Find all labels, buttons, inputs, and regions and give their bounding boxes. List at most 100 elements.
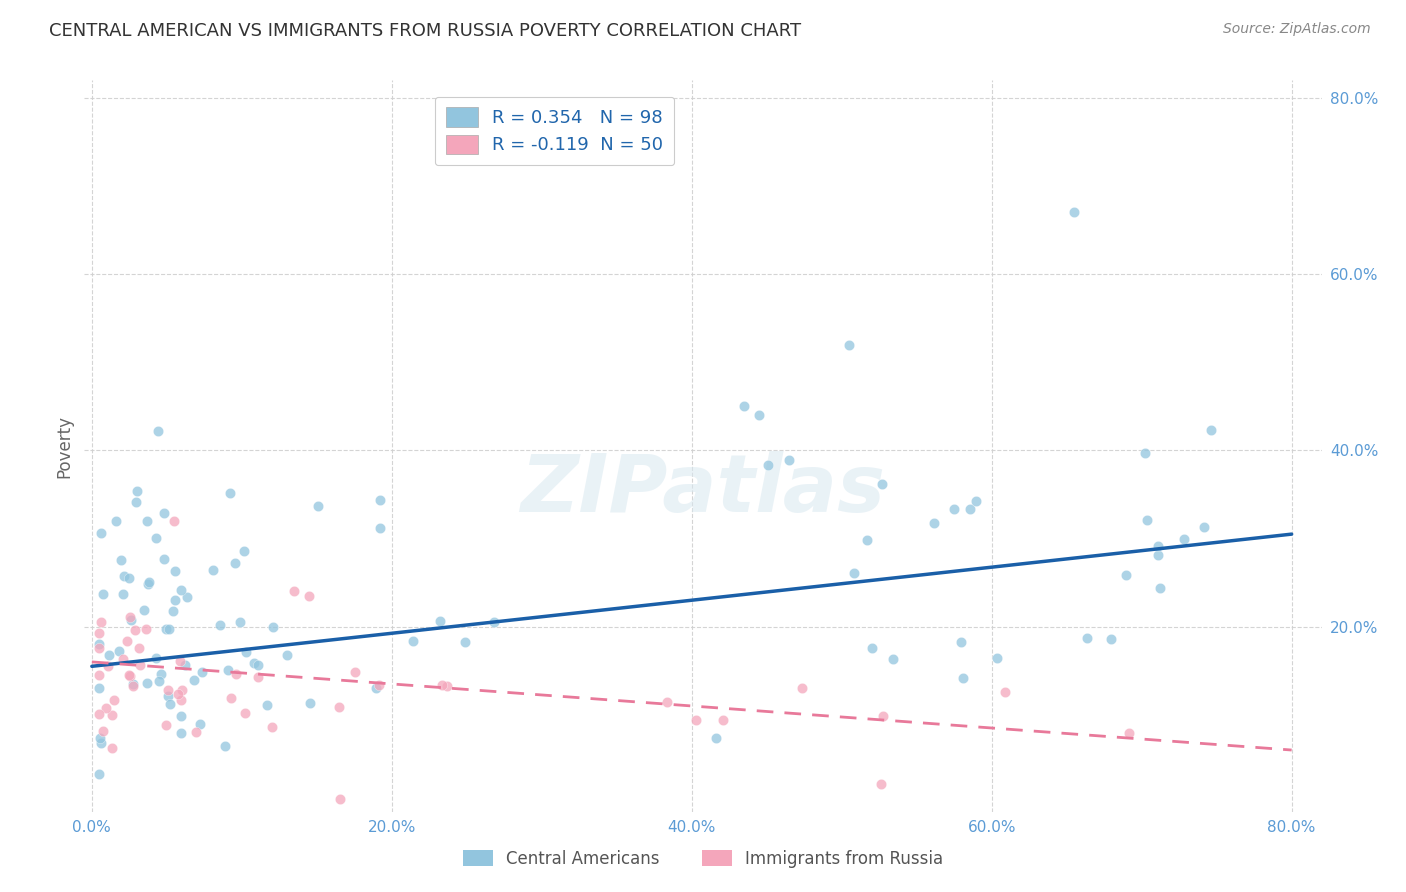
Point <box>256 698 278 712</box>
Point <box>111 651 134 665</box>
Point <box>482 615 505 629</box>
Point <box>233 706 256 721</box>
Point <box>112 587 135 601</box>
Point <box>163 592 186 607</box>
Y-axis label: Poverty: Poverty <box>55 415 73 477</box>
Point <box>104 514 127 528</box>
Point <box>98 648 121 662</box>
Point <box>882 651 904 665</box>
Point <box>429 614 451 628</box>
Point <box>328 699 350 714</box>
Point <box>704 731 727 746</box>
Text: Source: ZipAtlas.com: Source: ZipAtlas.com <box>1223 22 1371 37</box>
Point <box>157 622 180 636</box>
Point <box>170 709 193 723</box>
Point <box>454 634 477 648</box>
Point <box>344 665 367 679</box>
Point <box>120 613 142 627</box>
Point <box>93 587 115 601</box>
Point <box>170 683 193 698</box>
Point <box>89 767 111 781</box>
Point <box>260 720 283 734</box>
Point <box>135 514 157 528</box>
Point <box>870 476 893 491</box>
Point <box>402 634 425 648</box>
Point <box>924 516 946 530</box>
Point <box>952 671 974 685</box>
Point <box>145 531 167 545</box>
Point <box>364 681 387 696</box>
Point <box>148 673 170 688</box>
Point <box>1199 423 1222 437</box>
Point <box>136 675 159 690</box>
Point <box>173 657 195 672</box>
Point <box>188 717 211 731</box>
Point <box>657 695 679 709</box>
Point <box>108 644 131 658</box>
Point <box>90 736 112 750</box>
Point <box>1099 632 1122 647</box>
Point <box>150 667 173 681</box>
Point <box>89 641 111 656</box>
Point <box>155 623 177 637</box>
Point <box>155 717 177 731</box>
Point <box>118 668 141 682</box>
Point <box>748 408 770 422</box>
Point <box>101 707 124 722</box>
Point <box>872 708 894 723</box>
Point <box>263 620 285 634</box>
Point <box>167 687 190 701</box>
Point <box>436 679 458 693</box>
Point <box>1149 581 1171 595</box>
Point <box>224 556 246 570</box>
Point <box>1192 520 1215 534</box>
Point <box>125 483 148 498</box>
Point <box>243 656 266 670</box>
Point <box>219 691 242 706</box>
Point <box>1076 632 1098 646</box>
Point <box>176 591 198 605</box>
Text: ZIPatlas: ZIPatlas <box>520 450 886 529</box>
Text: CENTRAL AMERICAN VS IMMIGRANTS FROM RUSSIA POVERTY CORRELATION CHART: CENTRAL AMERICAN VS IMMIGRANTS FROM RUSS… <box>49 22 801 40</box>
Point <box>146 424 169 438</box>
Point <box>711 714 734 728</box>
Point <box>758 458 780 472</box>
Point <box>950 635 973 649</box>
Legend: Central Americans, Immigrants from Russia: Central Americans, Immigrants from Russi… <box>457 844 949 875</box>
Point <box>132 603 155 617</box>
Point <box>89 707 111 722</box>
Point <box>329 791 352 805</box>
Point <box>112 569 135 583</box>
Point <box>103 693 125 707</box>
Point <box>101 740 124 755</box>
Point <box>120 669 142 683</box>
Point <box>307 499 329 513</box>
Point <box>838 337 860 351</box>
Point <box>118 571 141 585</box>
Point <box>942 501 965 516</box>
Point <box>191 665 214 680</box>
Point <box>733 400 755 414</box>
Point <box>218 486 240 500</box>
Point <box>792 681 814 695</box>
Point <box>169 653 191 667</box>
Point <box>685 713 707 727</box>
Point <box>89 681 111 695</box>
Point <box>233 544 256 558</box>
Point <box>367 678 389 692</box>
Point <box>121 677 143 691</box>
Point <box>122 679 145 693</box>
Point <box>162 604 184 618</box>
Point <box>247 658 270 673</box>
Point <box>170 692 193 706</box>
Point <box>368 492 391 507</box>
Point <box>183 673 205 688</box>
Point <box>229 615 252 629</box>
Point <box>1136 513 1159 527</box>
Point <box>90 526 112 541</box>
Point <box>778 453 800 467</box>
Point <box>184 725 207 739</box>
Point <box>201 563 224 577</box>
Point <box>959 501 981 516</box>
Point <box>965 494 987 508</box>
